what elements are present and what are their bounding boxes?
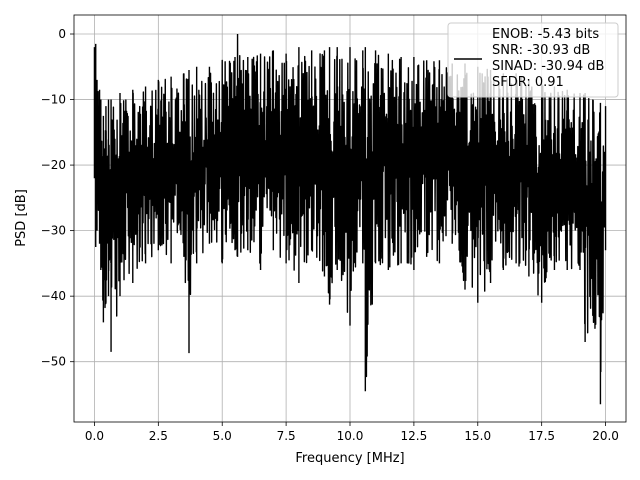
- legend-sinad: SINAD: -30.94 dB: [492, 59, 604, 74]
- y-tick-label: −10: [41, 93, 66, 107]
- y-tick-label: −50: [41, 355, 66, 369]
- x-tick-label: 5.0: [213, 429, 232, 443]
- x-tick-label: 20.0: [592, 429, 619, 443]
- legend-snr: SNR: -30.93 dB: [492, 43, 590, 58]
- x-tick-label: 10.0: [337, 429, 364, 443]
- y-tick-label: −40: [41, 289, 66, 303]
- x-tick-label: 12.5: [401, 429, 428, 443]
- legend-box: [447, 22, 619, 98]
- y-tick-label: −20: [41, 158, 66, 172]
- legend-enob: ENOB: -5.43 bits: [492, 27, 599, 42]
- x-tick-label: 17.5: [528, 429, 555, 443]
- x-axis-label: Frequency [MHz]: [295, 451, 404, 466]
- y-axis-label: PSD [dB]: [14, 189, 29, 247]
- x-tick-label: 2.5: [149, 429, 168, 443]
- x-tick-label: 7.5: [277, 429, 296, 443]
- psd-trace: [93, 34, 607, 405]
- y-tick-label: 0: [58, 27, 66, 41]
- y-tick-label: −30: [41, 224, 66, 238]
- x-tick-label: 0.0: [85, 429, 104, 443]
- legend-sfdr: SFDR: 0.91: [492, 75, 564, 90]
- x-tick-label: 15.0: [464, 429, 491, 443]
- legend: ENOB: -5.43 bits SNR: -30.93 dB SINAD: -…: [447, 22, 619, 98]
- psd-series-line: [93, 34, 607, 405]
- x-axis-ticks: 0.0 2.5 5.0 7.5 10.0 12.5 15.0 17.5 20.0: [85, 422, 619, 443]
- y-axis-ticks: 0 −10 −20 −30 −40 −50: [41, 27, 74, 369]
